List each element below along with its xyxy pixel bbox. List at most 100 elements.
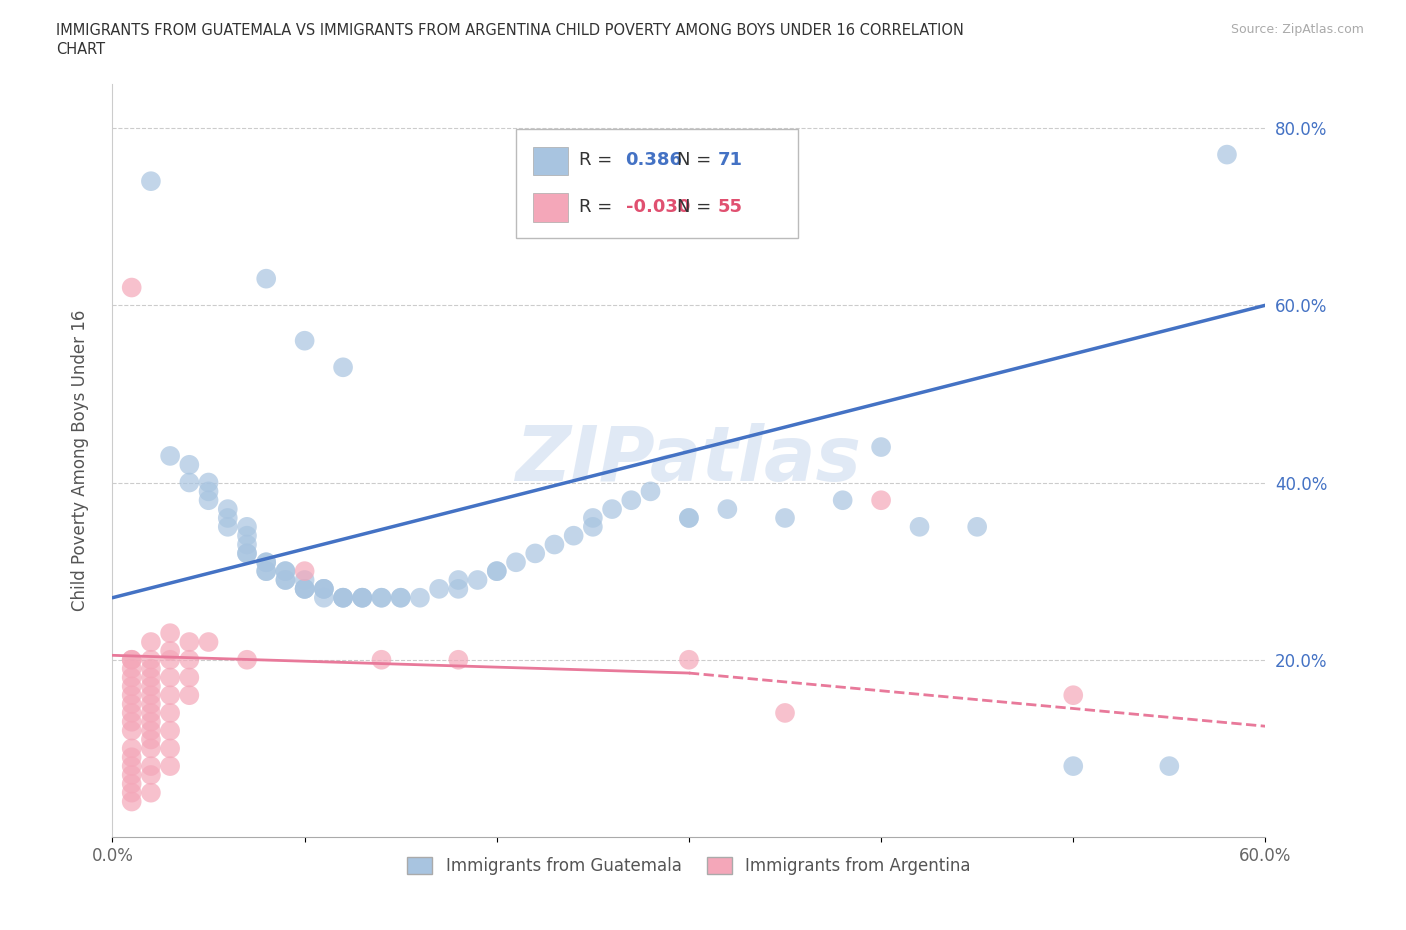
Point	[773, 706, 796, 721]
Point	[179, 458, 201, 472]
Point	[197, 484, 219, 498]
Point	[312, 581, 335, 596]
Point	[678, 511, 700, 525]
Point	[312, 591, 335, 605]
Point	[294, 581, 316, 596]
Point	[159, 652, 181, 667]
Point	[121, 706, 143, 721]
Point	[159, 626, 181, 641]
Text: 71: 71	[718, 151, 742, 169]
Point	[600, 501, 623, 516]
Point	[139, 697, 162, 711]
Point	[294, 564, 316, 578]
Point	[159, 706, 181, 721]
Point	[485, 564, 508, 578]
Point	[159, 448, 181, 463]
Text: R =: R =	[579, 151, 619, 169]
Point	[217, 519, 239, 534]
Point	[1159, 759, 1181, 774]
Point	[139, 759, 162, 774]
Point	[1062, 759, 1084, 774]
Point	[582, 511, 605, 525]
Text: -0.030: -0.030	[626, 198, 690, 216]
Point	[179, 652, 201, 667]
Legend: Immigrants from Guatemala, Immigrants from Argentina: Immigrants from Guatemala, Immigrants fr…	[401, 850, 977, 882]
Point	[332, 591, 354, 605]
Point	[121, 679, 143, 694]
Point	[716, 501, 738, 516]
FancyBboxPatch shape	[533, 147, 568, 175]
Point	[274, 564, 297, 578]
Text: 0.386: 0.386	[626, 151, 682, 169]
Point	[139, 714, 162, 729]
Point	[485, 564, 508, 578]
Point	[236, 519, 259, 534]
Point	[831, 493, 853, 508]
Point	[294, 581, 316, 596]
Point	[179, 670, 201, 684]
Point	[179, 634, 201, 649]
Point	[139, 634, 162, 649]
Point	[121, 652, 143, 667]
Point	[332, 591, 354, 605]
Point	[139, 679, 162, 694]
Point	[197, 634, 219, 649]
Point	[908, 519, 931, 534]
Point	[352, 591, 374, 605]
Point	[467, 573, 489, 588]
Point	[409, 591, 432, 605]
Point	[370, 591, 392, 605]
Point	[582, 519, 605, 534]
Point	[121, 759, 143, 774]
Point	[139, 174, 162, 189]
Point	[236, 528, 259, 543]
Point	[236, 546, 259, 561]
Point	[505, 555, 527, 570]
Point	[352, 591, 374, 605]
Point	[274, 564, 297, 578]
Point	[562, 528, 585, 543]
Point	[352, 591, 374, 605]
Point	[139, 661, 162, 676]
Point	[121, 697, 143, 711]
Point	[139, 741, 162, 756]
Point	[678, 511, 700, 525]
Point	[159, 759, 181, 774]
Point	[254, 555, 277, 570]
Point	[1062, 688, 1084, 703]
Text: 55: 55	[718, 198, 742, 216]
FancyBboxPatch shape	[516, 129, 799, 238]
Point	[139, 652, 162, 667]
Point	[159, 644, 181, 658]
Point	[179, 475, 201, 490]
Point	[121, 741, 143, 756]
Point	[254, 272, 277, 286]
FancyBboxPatch shape	[533, 193, 568, 222]
Point	[447, 652, 470, 667]
Point	[447, 573, 470, 588]
Point	[159, 741, 181, 756]
Point	[870, 440, 893, 455]
Point	[121, 652, 143, 667]
Text: N =: N =	[678, 198, 717, 216]
Point	[274, 573, 297, 588]
Text: CHART: CHART	[56, 42, 105, 57]
Point	[274, 573, 297, 588]
Point	[121, 767, 143, 782]
Point	[236, 538, 259, 552]
Point	[121, 661, 143, 676]
Point	[217, 501, 239, 516]
Point	[254, 564, 277, 578]
Point	[294, 573, 316, 588]
Point	[254, 555, 277, 570]
Point	[139, 670, 162, 684]
Point	[139, 688, 162, 703]
Point	[121, 280, 143, 295]
Y-axis label: Child Poverty Among Boys Under 16: Child Poverty Among Boys Under 16	[70, 310, 89, 611]
Point	[640, 484, 662, 498]
Point	[159, 688, 181, 703]
Point	[197, 493, 219, 508]
Point	[543, 538, 565, 552]
Point	[139, 785, 162, 800]
Point	[121, 794, 143, 809]
